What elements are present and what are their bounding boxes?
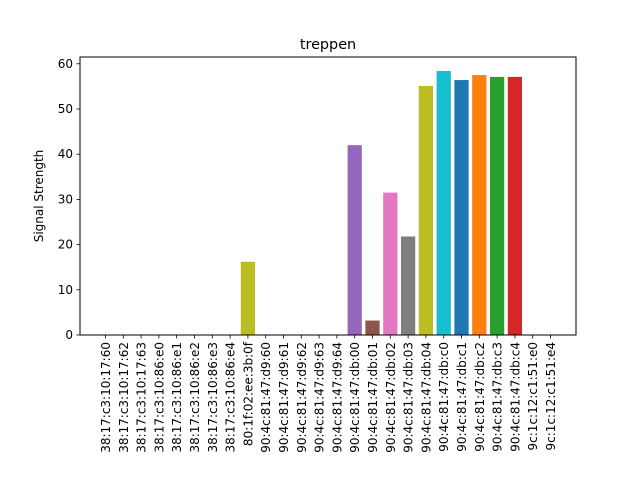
- y-tick-label: 30: [58, 192, 73, 206]
- x-tick-label: 90:4c:81:47:db:04: [419, 342, 433, 453]
- x-tick-label: 9c:1c:12:c1:51:e0: [526, 342, 540, 450]
- y-tick-label: 40: [58, 147, 73, 161]
- x-tick-label: 38:17:c3:10:86:e1: [170, 342, 184, 453]
- x-tick-label: 80:1f:02:ee:3b:0f: [241, 341, 255, 446]
- x-tick-label: 38:17:c3:10:17:62: [117, 342, 131, 453]
- bar-90-4c-81-47-db-03: [400, 236, 416, 335]
- y-tick-label: 0: [65, 328, 73, 342]
- bar-90-4c-81-47-db-01: [365, 320, 380, 335]
- y-axis-label: Signal Strength: [32, 150, 46, 243]
- x-tick-label: 38:17:c3:10:86:e2: [188, 342, 202, 453]
- x-tick-label: 90:4c:81:47:db:03: [402, 342, 416, 453]
- x-tick-label: 38:17:c3:10:86:e0: [152, 342, 166, 453]
- bar-90-4c-81-47-db-c0: [436, 71, 451, 336]
- x-axis-ticks: 38:17:c3:10:17:60 38:17:c3:10:17:62 38:17:…: [99, 335, 558, 453]
- y-tick-label: 20: [58, 238, 73, 252]
- bar-90-4c-81-47-db-c3: [489, 76, 505, 335]
- x-tick-label: 38:17:c3:10:86:e3: [206, 342, 220, 453]
- bar-90-4c-81-47-db-c1: [454, 80, 469, 336]
- x-tick-label: 38:17:c3:10:17:63: [135, 342, 149, 453]
- x-tick-label: 90:4c:81:47:db:02: [384, 342, 398, 453]
- x-tick-label: 90:4c:81:47:d9:63: [313, 342, 327, 453]
- x-tick-label: 38:17:c3:10:86:e4: [224, 342, 238, 453]
- bar-90-4c-81-47-db-04: [418, 85, 434, 335]
- x-tick-label: 90:4c:81:47:db:c3: [491, 342, 505, 452]
- chart-title: treppen: [300, 37, 356, 53]
- bar-80-1f-02-ee-3b-0f: [240, 261, 256, 335]
- x-tick-label: 9c:1c:12:c1:51:e4: [544, 342, 558, 450]
- x-tick-label: 90:4c:81:47:db:c1: [455, 342, 469, 452]
- x-tick-label: 38:17:c3:10:17:60: [99, 342, 113, 453]
- plot-frame: [79, 56, 577, 336]
- bars: [240, 71, 523, 336]
- y-tick-label: 10: [58, 283, 73, 297]
- x-tick-label: 90:4c:81:47:d9:60: [259, 342, 273, 453]
- y-axis-ticks: 0 10 20 30 40 50 60: [58, 57, 80, 342]
- y-tick-label: 60: [58, 57, 73, 71]
- x-tick-label: 90:4c:81:47:db:00: [348, 342, 362, 453]
- bar-90-4c-81-47-db-02: [383, 192, 398, 335]
- y-tick-label: 50: [58, 102, 73, 116]
- bar-90-4c-81-47-db-00: [347, 145, 362, 335]
- x-tick-label: 90:4c:81:47:d9:62: [295, 342, 309, 453]
- x-tick-label: 90:4c:81:47:d9:64: [330, 342, 344, 453]
- x-tick-label: 90:4c:81:47:db:c2: [473, 342, 487, 452]
- bar-90-4c-81-47-db-c2: [472, 75, 487, 335]
- x-tick-label: 90:4c:81:47:d9:61: [277, 342, 291, 453]
- bar-90-4c-81-47-db-c4: [507, 76, 523, 335]
- x-tick-label: 90:4c:81:47:db:c4: [508, 342, 522, 452]
- x-tick-label: 90:4c:81:47:db:01: [366, 342, 380, 453]
- x-tick-label: 90:4c:81:47:db:c0: [437, 342, 451, 452]
